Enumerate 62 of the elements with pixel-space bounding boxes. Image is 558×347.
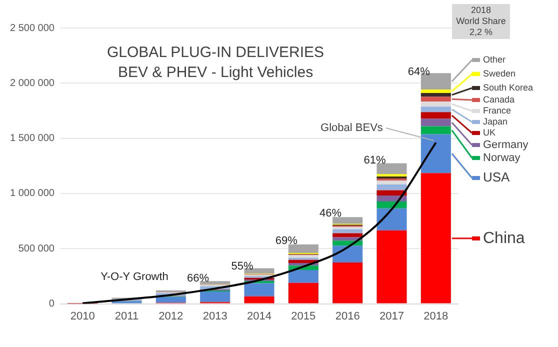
bar	[332, 217, 363, 224]
bar	[376, 190, 407, 196]
x-tick-label: 2015	[291, 310, 316, 322]
legend-label: South Korea	[483, 82, 534, 92]
bar	[244, 268, 274, 274]
legend-label: Norway	[483, 152, 521, 164]
y-tick-label: 1 500 000	[10, 133, 55, 144]
annotation: 64%	[408, 66, 430, 78]
x-tick-label: 2012	[158, 310, 184, 322]
bar	[332, 246, 363, 263]
annotation: Y-O-Y Growth	[100, 271, 168, 284]
bar	[332, 229, 363, 234]
legend-label: Sweden	[483, 68, 516, 78]
legend-label: UK	[483, 127, 496, 138]
annotation: 46%	[320, 207, 342, 220]
text: Global BEVs	[320, 122, 384, 134]
y-tick-label: 2 500 000	[10, 22, 55, 34]
bar	[288, 244, 318, 254]
bar	[200, 281, 230, 284]
bar	[332, 262, 363, 304]
bar	[376, 178, 407, 181]
legend-label: China	[483, 230, 525, 247]
bar	[200, 291, 230, 302]
legend-label: Other	[483, 54, 506, 64]
y-tick-label: 1 000 000	[10, 188, 55, 200]
share-note-box: 2018 World Share 2,2 %	[452, 4, 510, 39]
x-tick-label: 2014	[247, 310, 272, 322]
bar	[288, 282, 318, 304]
y-tick-label: 2 000 000	[10, 78, 55, 89]
bar	[376, 230, 407, 304]
bar	[244, 283, 274, 296]
bar	[376, 180, 407, 184]
annotation: 55%	[231, 260, 254, 272]
annotation: 61%	[364, 154, 386, 166]
legend-label: Germany	[483, 139, 529, 152]
annotation: 66%	[187, 272, 210, 284]
legend-label: Japan	[483, 116, 508, 126]
x-tick-label: 2010	[70, 310, 95, 322]
bar	[376, 202, 407, 208]
y-tick-label: 0	[48, 298, 55, 310]
line-series	[82, 142, 437, 304]
bar	[156, 296, 186, 303]
legend-label: USA	[483, 170, 510, 185]
bar	[376, 208, 407, 230]
bar	[332, 233, 363, 238]
y-tick-label: 500 000	[18, 243, 55, 254]
x-tick-label: 2013	[202, 310, 228, 322]
bar	[376, 195, 407, 202]
bar	[376, 163, 407, 174]
legend-label: France	[483, 105, 512, 116]
x-tick-label: 2018	[424, 310, 448, 322]
bar	[288, 255, 318, 258]
bar	[288, 270, 318, 283]
x-tick-label: 2011	[114, 310, 139, 322]
text: BEV & PHEV - Light Vehicles	[118, 64, 314, 82]
text: GLOBAL PLUG-IN DELIVERIES	[107, 44, 324, 62]
bar	[376, 184, 407, 190]
legend-label: Canada	[483, 94, 515, 104]
x-tick-label: 2017	[380, 310, 404, 322]
bar	[244, 296, 274, 304]
annotation: 69%	[275, 234, 298, 247]
x-tick-label: 2016	[335, 310, 360, 322]
